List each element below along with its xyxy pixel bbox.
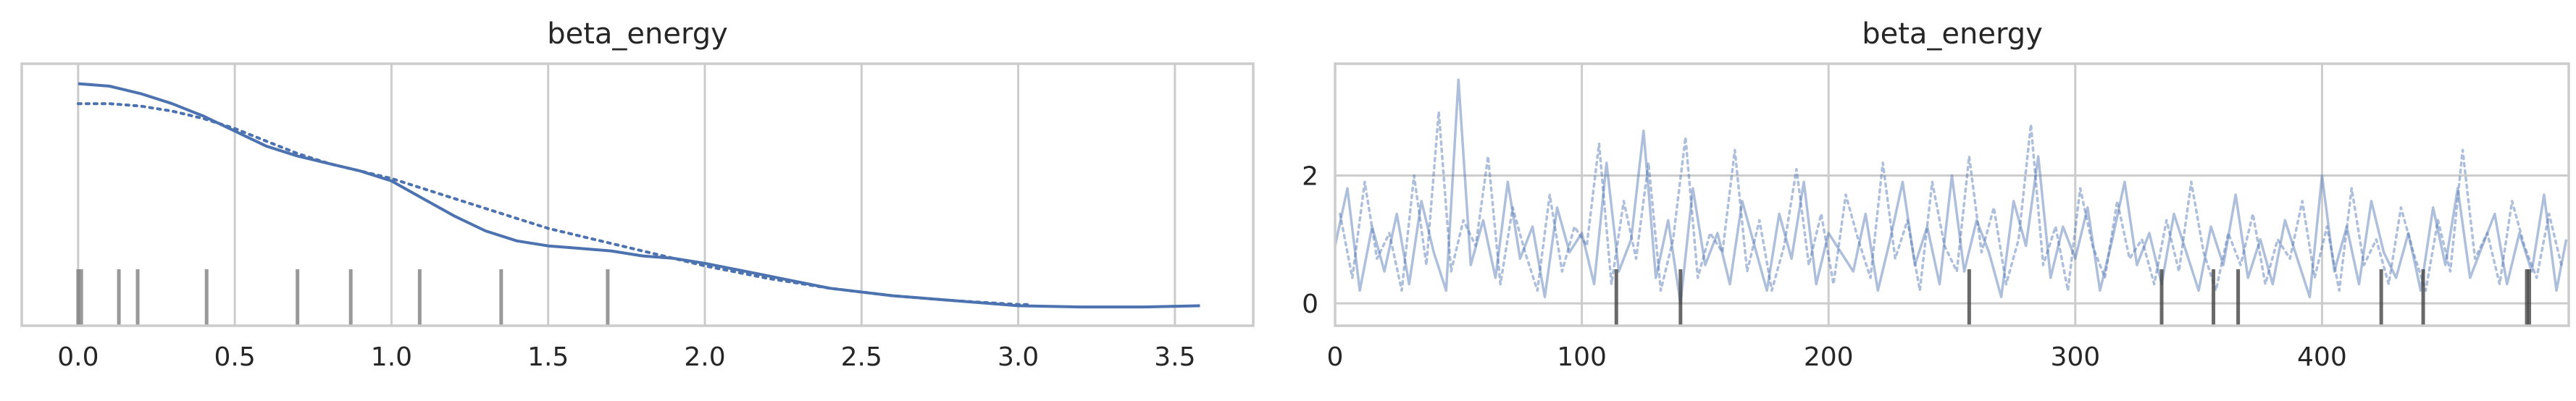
trace-y-tick-label: 2 — [1302, 162, 1318, 192]
density-x-tick-label: 1.0 — [371, 342, 412, 372]
density-x-tick-label: 0.0 — [57, 342, 99, 372]
density-x-tick-label: 2.0 — [684, 342, 725, 372]
trace-x-tick-label: 200 — [1804, 342, 1854, 372]
trace-gridlines — [1334, 64, 2569, 326]
density-gridlines — [77, 64, 1176, 326]
trace-panel: beta_energy 0 100 200 300 400 02 — [1302, 17, 2570, 372]
trace-x-ticks: 0 100 200 300 400 — [1327, 342, 2347, 372]
trace-x-tick-label: 400 — [2297, 342, 2347, 372]
density-x-tick-label: 2.5 — [841, 342, 882, 372]
trace-title: beta_energy — [1862, 17, 2043, 51]
density-line-chain-1 — [76, 102, 1029, 306]
trace-frame — [1334, 62, 2570, 327]
density-panel: beta_energy 0.0 0.5 1.0 1.5 2.0 2.5 3.0 3.5 — [20, 17, 1255, 372]
density-x-tick-label: 1.5 — [527, 342, 569, 372]
trace-y-ticks: 02 — [1302, 162, 1318, 320]
density-line-chain-0 — [78, 82, 1200, 309]
trace-y-tick-label: 0 — [1302, 290, 1318, 319]
density-x-tick-label: 0.5 — [214, 342, 256, 372]
trace-line-chain-1 — [1339, 110, 2563, 292]
trace-x-tick-label: 300 — [2050, 342, 2100, 372]
density-rug — [76, 269, 610, 326]
trace-lines — [1334, 78, 2568, 305]
density-title: beta_energy — [547, 17, 728, 51]
density-x-ticks: 0.0 0.5 1.0 1.5 2.0 2.5 3.0 3.5 — [57, 342, 1195, 372]
trace-divergences — [1614, 269, 2532, 326]
trace-x-tick-label: 0 — [1327, 342, 1344, 372]
density-frame — [20, 62, 1255, 327]
trace-line-chain-0 — [1334, 78, 2568, 305]
density-x-tick-label: 3.0 — [998, 342, 1039, 372]
density-x-tick-label: 3.5 — [1154, 342, 1195, 372]
density-lines — [76, 82, 1200, 309]
trace-x-tick-label: 100 — [1557, 342, 1607, 372]
